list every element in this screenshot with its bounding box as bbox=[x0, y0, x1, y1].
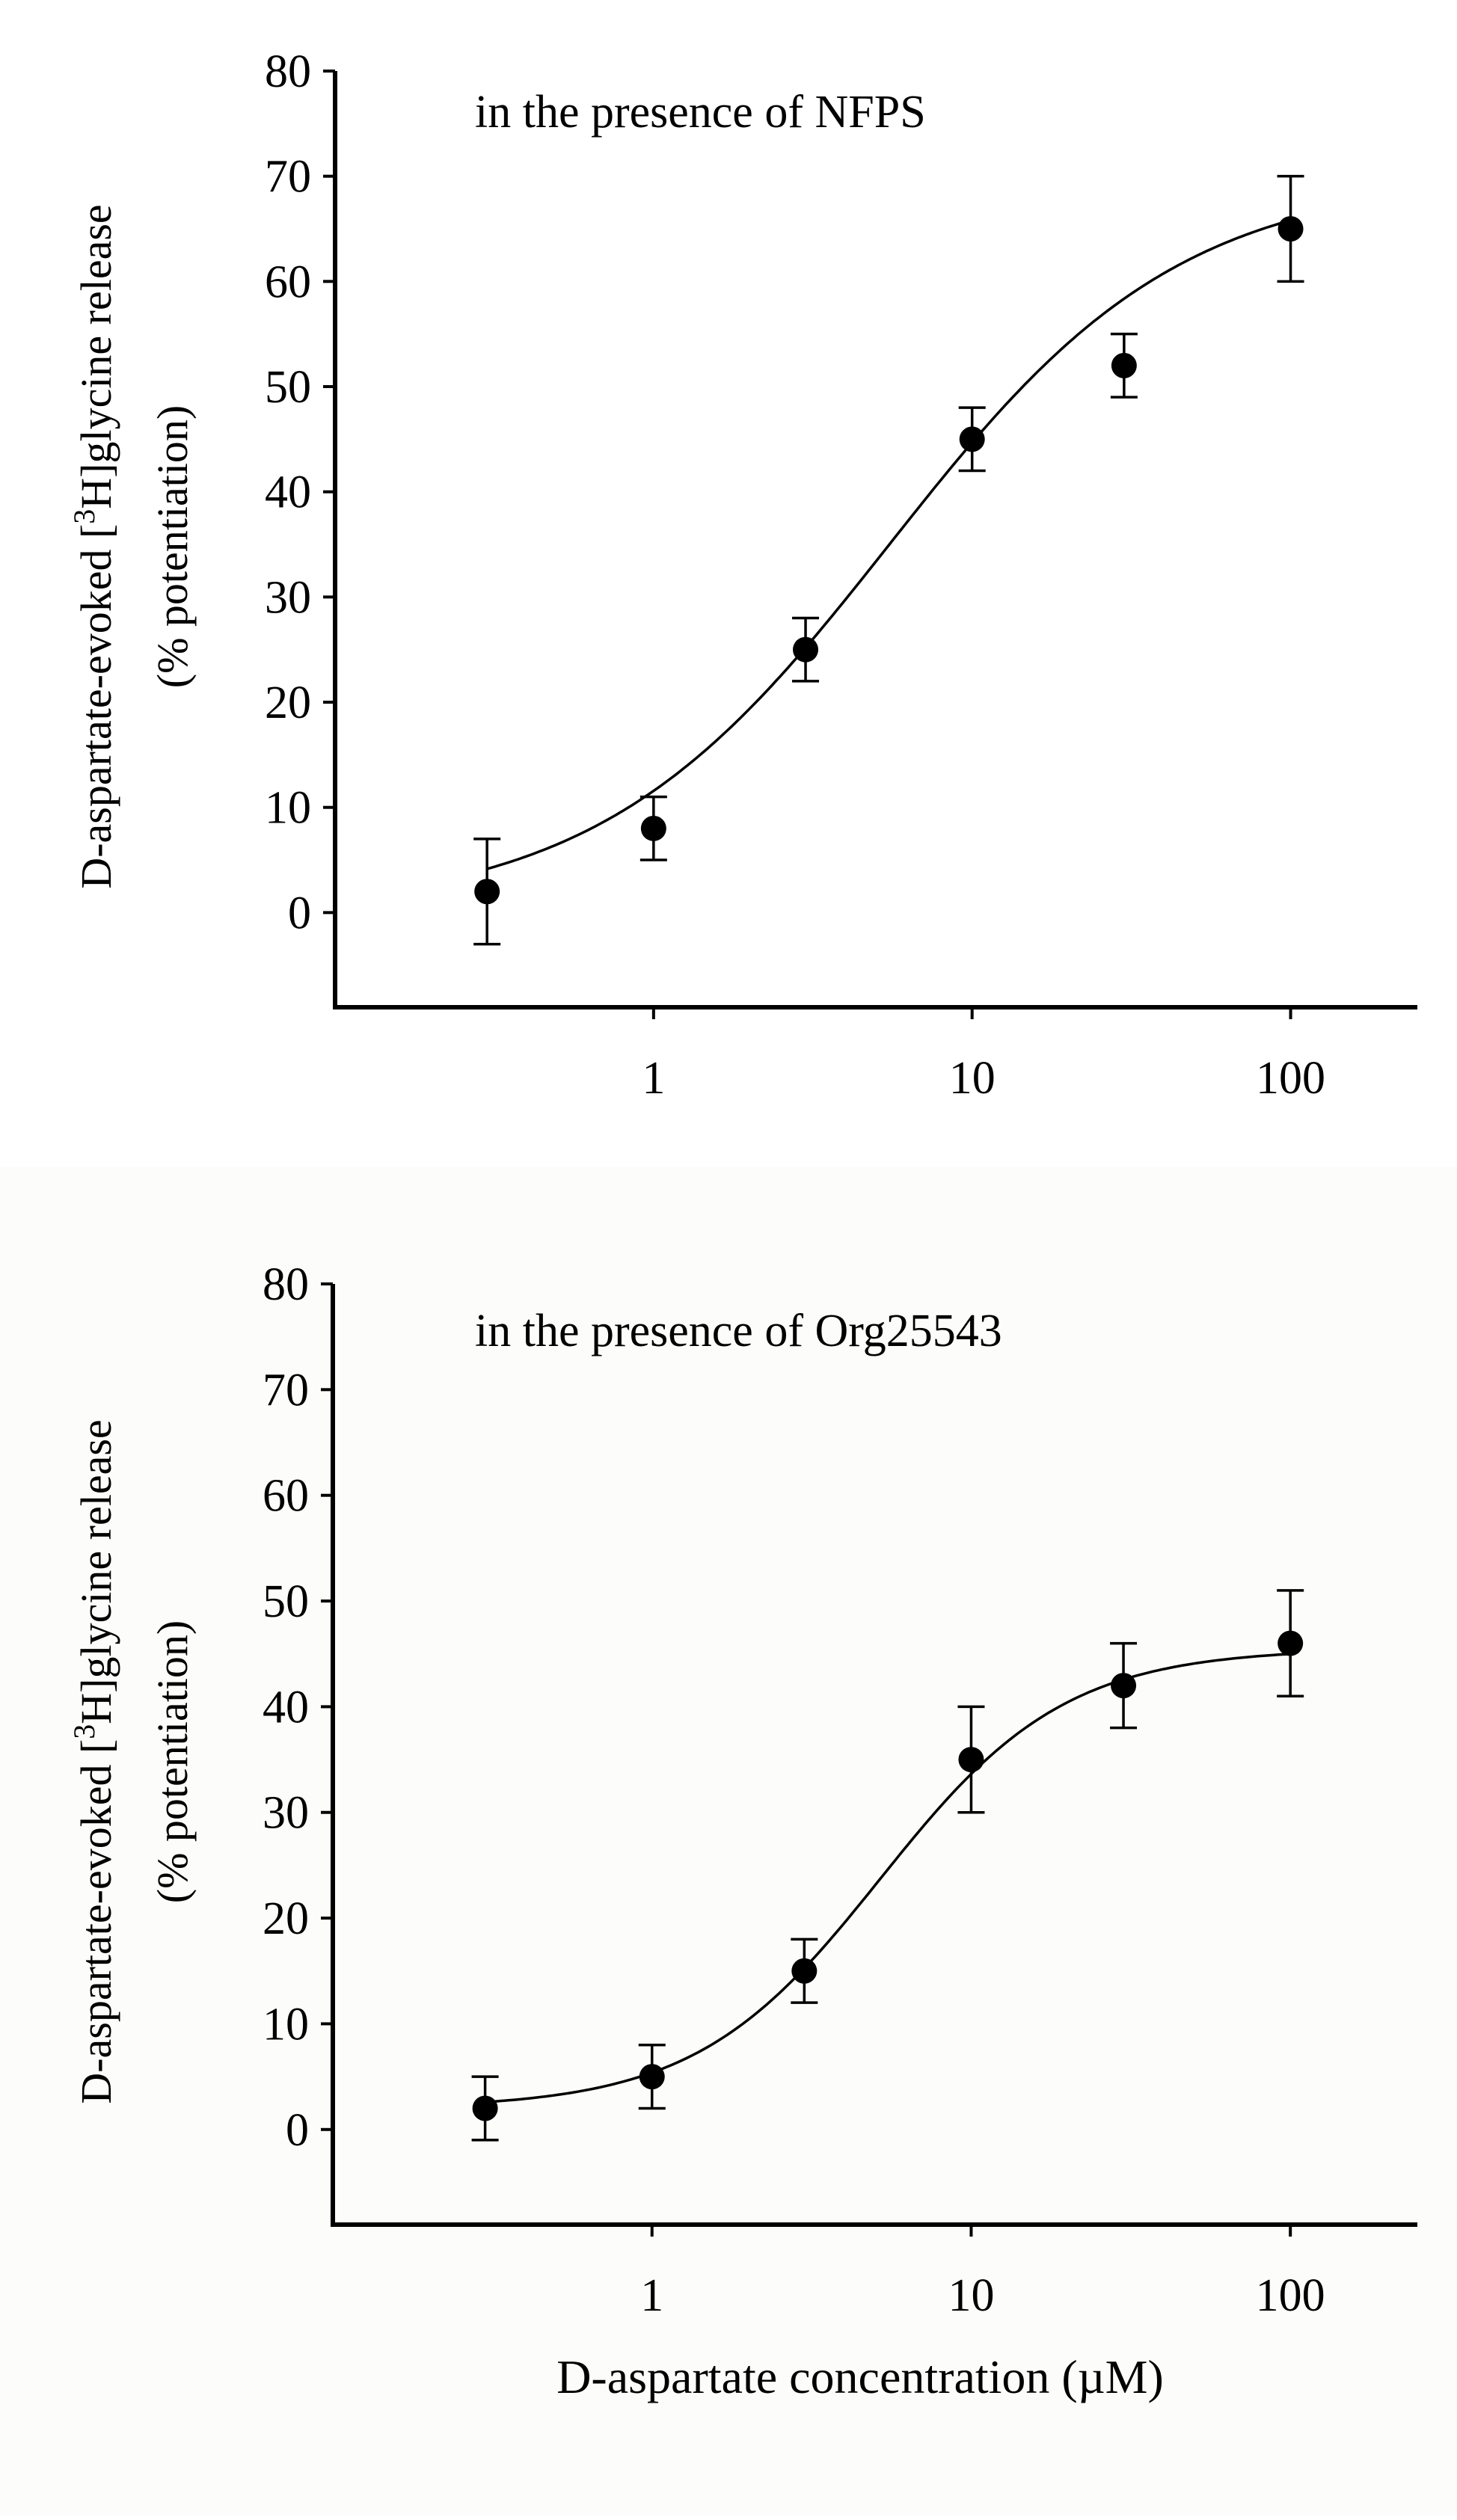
bottom-fit-curve bbox=[485, 1653, 1291, 2103]
top-annotation: in the presence of NFPS bbox=[475, 87, 926, 138]
top-data-point-4 bbox=[1111, 352, 1137, 378]
top-data-point-2 bbox=[793, 636, 819, 663]
bottom-y-tick-label-20: 20 bbox=[263, 1893, 309, 1944]
bottom-y-axis-label-line1: D-aspartate-evoked [3H]glycine release bbox=[67, 1419, 120, 2103]
top-y-tick-label-80: 80 bbox=[265, 46, 311, 97]
top-y-axis-label-suffix: H]glycine release bbox=[72, 204, 120, 508]
bottom-x-tick-label-1: 1 bbox=[640, 2270, 663, 2321]
bottom-data-point-4 bbox=[1111, 1673, 1137, 1699]
bottom-y-tick-label-60: 60 bbox=[263, 1471, 309, 1522]
bottom-x-tick-label-10: 10 bbox=[948, 2270, 994, 2321]
top-x-tick-label-100: 100 bbox=[1256, 1053, 1325, 1104]
top-y-tick-label-40: 40 bbox=[265, 467, 311, 518]
bottom-panel: 0 10 20 30 40 50 60 70 80 1 10 100 in the presence o… bbox=[67, 1259, 1417, 2321]
top-panel-background bbox=[0, 0, 1457, 1167]
bottom-y-tick-label-50: 50 bbox=[263, 1576, 309, 1627]
top-data-point-0 bbox=[474, 879, 500, 905]
bottom-y-axis-label-prefix: D-aspartate-evoked [ bbox=[72, 1739, 120, 2104]
bottom-y-tick-label-30: 30 bbox=[263, 1788, 309, 1839]
top-data-point-1 bbox=[640, 815, 666, 841]
bottom-y-tick-label-10: 10 bbox=[263, 1999, 309, 2050]
bottom-x-tick-label-100: 100 bbox=[1256, 2270, 1325, 2321]
bottom-y-tick-label-80: 80 bbox=[263, 1259, 309, 1310]
bottom-y-tick-label-70: 70 bbox=[263, 1365, 309, 1416]
x-axis-label: D-aspartate concentration (µM) bbox=[556, 2350, 1164, 2403]
bottom-data-point-0 bbox=[472, 2095, 498, 2121]
top-y-tick-label-20: 20 bbox=[265, 677, 311, 728]
bottom-y-axis-label-superscript: 3 bbox=[67, 1724, 101, 1739]
top-x-tick-label-10: 10 bbox=[949, 1053, 996, 1104]
top-data-point-3 bbox=[959, 426, 985, 452]
top-y-tick-label-0: 0 bbox=[288, 888, 311, 938]
bottom-data-point-3 bbox=[958, 1747, 984, 1773]
top-y-tick-label-30: 30 bbox=[265, 572, 311, 623]
top-panel: 0 10 20 30 40 50 60 70 80 1 10 100 in the presence o… bbox=[67, 46, 1417, 1104]
bottom-y-tick-label-0: 0 bbox=[286, 2105, 309, 2156]
bottom-panel-background bbox=[0, 1167, 1457, 2516]
bottom-data-point-1 bbox=[639, 2064, 665, 2090]
top-fit-curve bbox=[486, 218, 1292, 870]
top-y-tick-label-10: 10 bbox=[265, 783, 311, 834]
top-x-tick-label-1: 1 bbox=[642, 1053, 665, 1104]
top-y-tick-label-50: 50 bbox=[265, 362, 311, 413]
top-y-axis-label-line2: (% potentiation) bbox=[148, 405, 197, 689]
bottom-data-point-2 bbox=[791, 1958, 818, 1984]
top-data-point-5 bbox=[1277, 216, 1304, 242]
bottom-y-axis-label-suffix: H]glycine release bbox=[72, 1419, 120, 1724]
top-y-tick-label-70: 70 bbox=[265, 152, 311, 203]
bottom-y-axis-label-line2: (% potentiation) bbox=[148, 1620, 197, 1904]
top-y-axis-label-prefix: D-aspartate-evoked [ bbox=[72, 524, 120, 889]
bottom-data-point-5 bbox=[1277, 1630, 1304, 1656]
bottom-annotation: in the presence of Org25543 bbox=[475, 1306, 1002, 1356]
bottom-y-tick-label-40: 40 bbox=[263, 1682, 309, 1733]
top-y-axis-label-line1: D-aspartate-evoked [3H]glycine release bbox=[67, 204, 120, 888]
top-y-axis-label-superscript: 3 bbox=[67, 509, 101, 524]
top-y-tick-label-60: 60 bbox=[265, 256, 311, 307]
